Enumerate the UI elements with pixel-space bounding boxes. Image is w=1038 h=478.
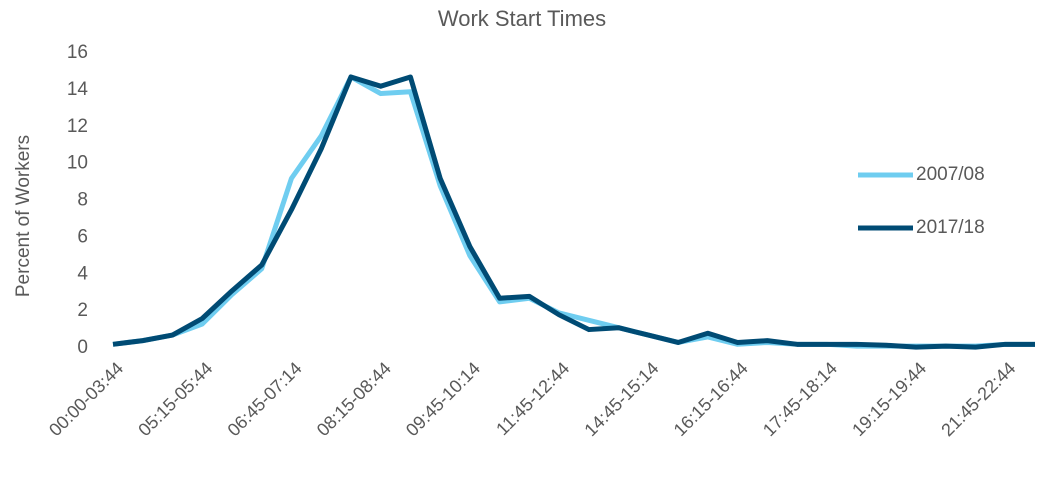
chart-title: Work Start Times <box>438 6 606 31</box>
y-axis-label: Percent of Workers <box>13 135 34 297</box>
legend-label: 2017/18 <box>916 217 985 238</box>
y-tick-label: 4 <box>77 263 88 284</box>
x-tick-label: 19:15-19:44 <box>848 358 930 440</box>
x-tick-label: 14:45-15:14 <box>580 358 662 440</box>
series-line <box>112 74 1035 349</box>
y-tick-label: 0 <box>77 337 88 358</box>
series-line <box>112 74 1035 350</box>
x-tick-label: 16:15-16:44 <box>670 358 752 440</box>
x-tick-label: 05:15-05:44 <box>134 358 216 440</box>
x-tick-label: 08:15-08:44 <box>313 358 395 440</box>
y-tick-label: 8 <box>77 190 88 211</box>
x-tick-label: 21:45-22:44 <box>937 358 1019 440</box>
x-tick-label: 06:45-07:14 <box>224 358 306 440</box>
y-tick-label: 12 <box>67 116 88 137</box>
x-tick-label: 17:45-18:14 <box>759 358 841 440</box>
y-tick-label: 2 <box>77 300 88 321</box>
y-tick-label: 14 <box>67 79 89 100</box>
y-tick-label: 10 <box>67 153 88 174</box>
x-tick-label: 11:45-12:44 <box>492 358 573 439</box>
x-tick-label: 09:45-10:14 <box>402 358 484 440</box>
y-tick-label: 6 <box>77 226 88 247</box>
x-tick-label: 00:00-03:44 <box>45 358 127 440</box>
y-tick-label: 16 <box>67 42 88 63</box>
legend-label: 2007/08 <box>916 164 985 185</box>
